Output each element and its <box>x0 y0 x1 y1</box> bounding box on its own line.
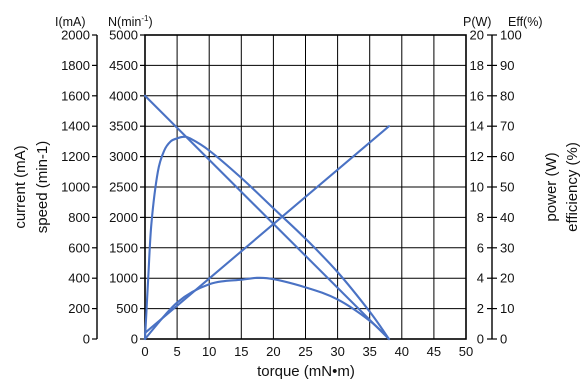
speed-tick-label: 0 <box>131 332 138 347</box>
current-tick-label: 600 <box>68 240 90 255</box>
efficiency-tick-label: 10 <box>500 301 514 316</box>
current-tick-label: 1800 <box>61 58 90 73</box>
efficiency-unit-label: Eff(%) <box>508 15 543 29</box>
speed-tick-label: 3000 <box>109 149 138 164</box>
power-tick-label: 14 <box>470 119 484 134</box>
current-tick-label: 1200 <box>61 149 90 164</box>
x-axis-title: torque (mN•m) <box>257 363 355 380</box>
speed-axis-title: speed (min-1) <box>34 141 51 234</box>
efficiency-tick-label: 70 <box>500 119 514 134</box>
speed-tick-label: 2000 <box>109 210 138 225</box>
current-tick-label: 2000 <box>61 28 90 43</box>
current-unit-label: I(mA) <box>55 15 86 29</box>
ticks: 0 5 10 15 20 25 30 35 40 45 5002004006008001000120… <box>61 28 522 360</box>
x-tick-label: 30 <box>330 344 344 359</box>
power-tick-label: 16 <box>470 88 484 103</box>
power-tick-label: 6 <box>477 240 484 255</box>
power-tick-label: 20 <box>470 28 484 43</box>
x-tick-label: 45 <box>427 344 441 359</box>
speed-tick-label: 2500 <box>109 180 138 195</box>
current-tick-label: 1000 <box>61 180 90 195</box>
power-tick-label: 10 <box>470 180 484 195</box>
x-tick-label: 5 <box>173 344 180 359</box>
speed-tick-label: 1500 <box>109 240 138 255</box>
current-tick-label: 1400 <box>61 119 90 134</box>
x-tick-label: 0 <box>141 344 148 359</box>
efficiency-series-line <box>143 135 391 341</box>
power-tick-label: 18 <box>470 58 484 73</box>
series-group <box>143 94 391 341</box>
speed-tick-label: 3500 <box>109 119 138 134</box>
power-unit-label: P(W) <box>463 15 491 29</box>
x-tick-label: 15 <box>234 344 248 359</box>
power-axis-title: power (W) <box>543 152 560 221</box>
current-tick-label: 400 <box>68 271 90 286</box>
x-tick-label: 50 <box>459 344 473 359</box>
power-tick-label: 0 <box>477 332 484 347</box>
speed-unit-label: N(min-1) <box>108 14 153 29</box>
efficiency-tick-label: 20 <box>500 271 514 286</box>
current-tick-label: 800 <box>68 210 90 225</box>
x-tick-label: 25 <box>298 344 312 359</box>
efficiency-tick-label: 100 <box>500 28 522 43</box>
efficiency-tick-label: 0 <box>500 332 507 347</box>
speed-tick-label: 4500 <box>109 58 138 73</box>
power-tick-label: 4 <box>477 271 484 286</box>
speed-tick-label: 4000 <box>109 88 138 103</box>
x-tick-label: 10 <box>202 344 216 359</box>
x-tick-label: 40 <box>395 344 409 359</box>
efficiency-tick-label: 30 <box>500 240 514 255</box>
current-tick-label: 0 <box>83 332 90 347</box>
power-series-line <box>143 276 391 341</box>
current-series-line <box>143 125 391 334</box>
current-tick-label: 200 <box>68 301 90 316</box>
x-tick-label: 20 <box>266 344 280 359</box>
power-tick-label: 8 <box>477 210 484 225</box>
efficiency-tick-label: 60 <box>500 149 514 164</box>
current-axis-title: current (mA) <box>12 145 29 228</box>
efficiency-tick-label: 50 <box>500 180 514 195</box>
efficiency-tick-label: 40 <box>500 210 514 225</box>
x-tick-label: 35 <box>362 344 376 359</box>
power-tick-label: 2 <box>477 301 484 316</box>
efficiency-tick-label: 90 <box>500 58 514 73</box>
power-tick-label: 12 <box>470 149 484 164</box>
efficiency-axis-title: efficiency (%) <box>564 142 581 232</box>
speed-tick-label: 1000 <box>109 271 138 286</box>
speed-tick-label: 500 <box>116 301 138 316</box>
efficiency-tick-label: 80 <box>500 88 514 103</box>
speed-tick-label: 5000 <box>109 28 138 43</box>
current-tick-label: 1600 <box>61 88 90 103</box>
